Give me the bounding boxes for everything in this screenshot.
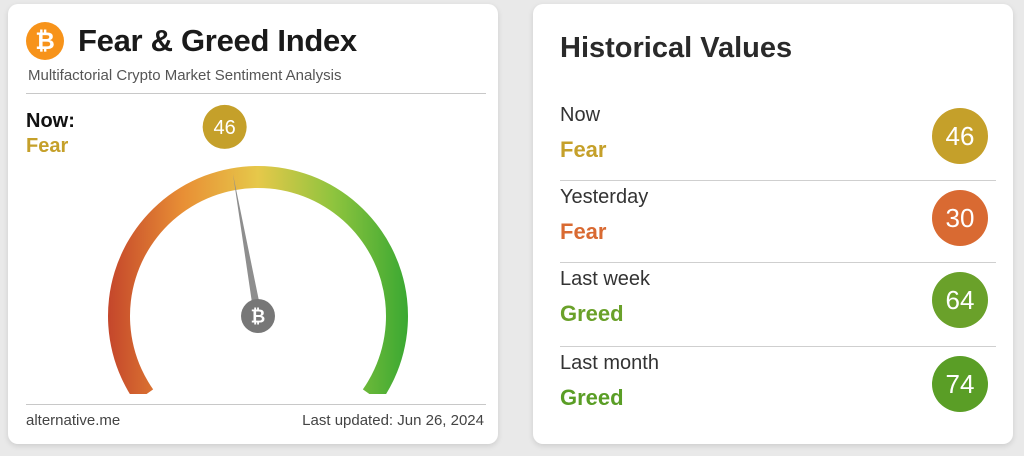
gauge-arc: [108, 166, 408, 394]
fear-greed-card: ₿ Fear & Greed Index Multifactorial Cryp…: [8, 4, 498, 444]
history-row-last-month: Last month Greed 74: [560, 346, 996, 434]
history-label: Last month: [560, 352, 659, 374]
historical-title: Historical Values: [560, 32, 793, 64]
bitcoin-logo-icon: ₿: [26, 22, 64, 60]
subtitle: Multifactorial Crypto Market Sentiment A…: [28, 67, 342, 84]
now-label: Now:: [26, 110, 75, 132]
current-value-badge: [202, 104, 247, 149]
gauge-chart: ₿ 46: [108, 104, 408, 394]
history-classification: Fear: [560, 219, 607, 244]
brand: ₿ Fear & Greed Index: [26, 22, 357, 60]
gauge-needle: [232, 174, 262, 317]
gauge-hub-bitcoin-icon: ₿: [251, 307, 266, 328]
history-classification: Greed: [560, 385, 624, 410]
history-row-yesterday: Yesterday Fear 30: [560, 180, 996, 268]
row-divider: [560, 346, 996, 347]
history-row-now: Now Fear 46: [560, 104, 996, 186]
history-value-badge: 46: [932, 108, 988, 164]
history-value-badge: 74: [932, 356, 988, 412]
history-label: Yesterday: [560, 186, 649, 208]
current-value: 46: [214, 117, 236, 139]
divider: [26, 93, 486, 94]
site-link[interactable]: alternative.me: [26, 412, 121, 429]
page-title: Fear & Greed Index: [78, 23, 357, 58]
history-value-badge: 30: [932, 190, 988, 246]
history-label: Now: [560, 104, 601, 126]
historical-values-card: Historical Values Now Fear 46 Yesterday …: [533, 4, 1013, 444]
footer-divider: [26, 404, 486, 405]
row-divider: [560, 180, 996, 181]
last-updated: Last updated: Jun 26, 2024: [302, 412, 484, 429]
history-classification: Greed: [560, 301, 624, 326]
history-classification: Fear: [560, 137, 607, 162]
now-classification: Fear: [26, 135, 69, 157]
history-label: Last week: [560, 268, 651, 290]
gauge-hub: [241, 299, 275, 333]
row-divider: [560, 262, 996, 263]
history-row-last-week: Last week Greed 64: [560, 262, 996, 350]
history-value-badge: 64: [932, 272, 988, 328]
